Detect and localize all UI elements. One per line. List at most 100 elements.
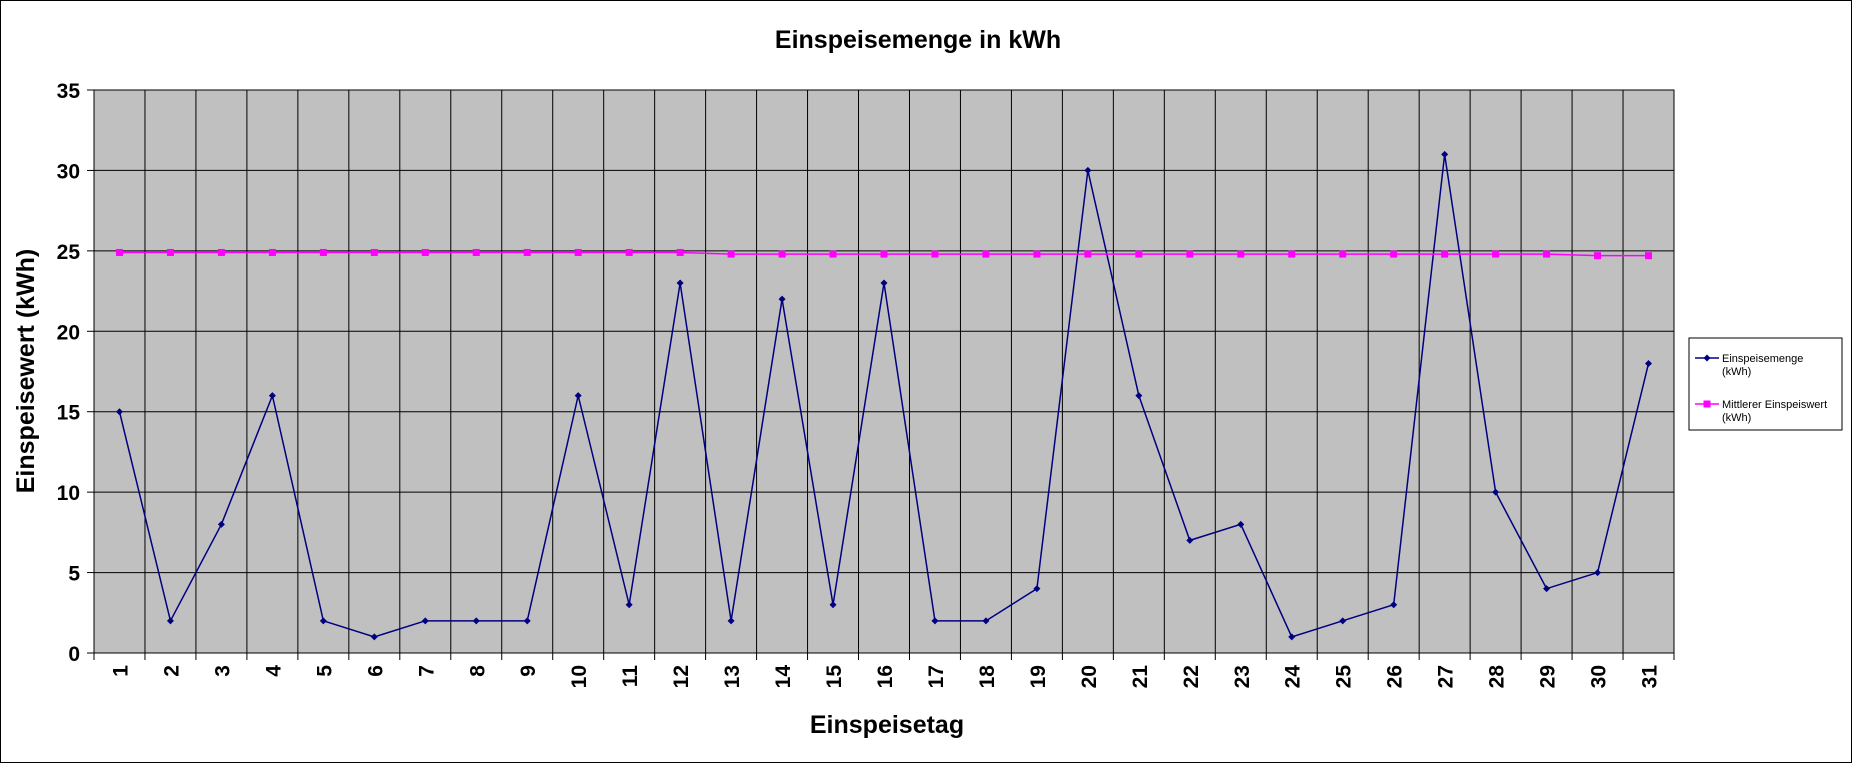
legend-marker <box>1703 354 1711 362</box>
data-point <box>1135 250 1143 258</box>
data-point <box>676 248 684 256</box>
data-point <box>217 520 225 528</box>
data-point <box>1441 250 1449 258</box>
x-tick-label: 1 <box>109 665 132 677</box>
x-tick-label: 15 <box>823 665 846 689</box>
x-tick-label: 24 <box>1282 665 1305 689</box>
y-axis-ticks: 0 5 10 15 20 25 30 35 <box>57 80 94 666</box>
y-tick-label: 30 <box>57 160 80 183</box>
data-point <box>268 392 276 400</box>
x-tick-label: 8 <box>466 665 489 677</box>
data-point <box>421 617 429 625</box>
x-tick-label: 23 <box>1231 665 1254 688</box>
data-point <box>574 392 582 400</box>
data-point <box>472 617 480 625</box>
x-tick-label: 16 <box>874 665 897 688</box>
data-point <box>1441 150 1449 158</box>
x-tick-label: 29 <box>1537 665 1560 688</box>
data-point <box>574 248 582 256</box>
data-point <box>1543 250 1551 258</box>
x-tick-label: 21 <box>1129 665 1152 689</box>
data-point <box>1390 250 1398 258</box>
legend-label-line: (kWh) <box>1722 412 1751 424</box>
x-tick-label: 10 <box>568 665 591 688</box>
data-point <box>1186 250 1194 258</box>
data-point <box>1339 617 1347 625</box>
legend-label-line: Mittlerer Einspeiswert <box>1722 399 1827 411</box>
data-point <box>268 248 276 256</box>
data-point <box>115 248 123 256</box>
legend-label: Mittlerer Einspeiswert (kWh) <box>1722 399 1827 424</box>
x-tick-label: 5 <box>313 665 336 677</box>
data-point <box>166 617 174 625</box>
data-point <box>1237 520 1245 528</box>
y-tick-label: 20 <box>57 321 80 344</box>
data-point <box>982 250 990 258</box>
data-point <box>727 250 735 258</box>
legend-entries: Einspeisemenge (kWh) Mittlerer Einspeiswer… <box>1695 353 1827 424</box>
y-tick-label: 0 <box>68 643 80 666</box>
data-point <box>829 601 837 609</box>
x-tick-label: 27 <box>1435 665 1458 688</box>
data-point <box>523 248 531 256</box>
data-point <box>1084 166 1092 174</box>
data-point <box>1492 250 1500 258</box>
data-point <box>1033 250 1041 258</box>
data-point <box>931 250 939 258</box>
data-point <box>1237 250 1245 258</box>
data-point <box>1186 536 1194 544</box>
data-point <box>319 617 327 625</box>
data-point <box>370 633 378 641</box>
legend-box <box>1688 337 1843 431</box>
x-tick-label: 7 <box>415 665 438 677</box>
data-point <box>523 617 531 625</box>
data-point <box>778 295 786 303</box>
data-point <box>1084 250 1092 258</box>
data-point <box>421 248 429 256</box>
chart-title: Einspeisemenge in kWh <box>775 26 1061 54</box>
data-point <box>1492 488 1500 496</box>
data-point <box>676 279 684 287</box>
x-axis-label: Einspeisetag <box>810 711 964 739</box>
x-tick-label: 14 <box>772 665 795 689</box>
y-axis-label: Einspeisewert (kWh) <box>12 249 40 494</box>
data-point <box>166 248 174 256</box>
y-tick-label: 15 <box>57 402 81 425</box>
plot-area <box>93 89 1675 654</box>
data-point <box>370 248 378 256</box>
data-point <box>1543 585 1551 593</box>
data-point <box>1594 569 1602 577</box>
y-tick-label: 5 <box>68 563 80 586</box>
x-tick-label: 9 <box>517 665 540 677</box>
x-tick-label: 19 <box>1027 665 1050 688</box>
data-point <box>1645 252 1653 260</box>
x-tick-label: 4 <box>262 665 285 677</box>
y-tick-label: 25 <box>57 241 81 264</box>
x-tick-label: 17 <box>925 665 948 688</box>
x-tick-label: 6 <box>364 665 387 677</box>
data-point <box>880 250 888 258</box>
gridlines <box>94 90 1674 653</box>
data-point <box>217 248 225 256</box>
x-axis-ticks: 1 2 3 4 5 6 7 8 9 10 11 12 13 14 15 16 17 18 19 20 21 22 23 24 2… <box>93 653 1675 689</box>
data-point <box>625 248 633 256</box>
x-tick-label: 3 <box>211 665 234 677</box>
data-point <box>727 617 735 625</box>
data-point <box>829 250 837 258</box>
x-tick-label: 2 <box>160 665 183 677</box>
x-tick-label: 13 <box>721 665 744 688</box>
y-tick-label: 10 <box>57 482 80 505</box>
series-layer <box>115 150 1653 641</box>
data-point <box>1339 250 1347 258</box>
data-point <box>1645 359 1653 367</box>
data-point <box>472 248 480 256</box>
data-point <box>1135 392 1143 400</box>
legend-label: Einspeisemenge (kWh) <box>1722 353 1803 378</box>
x-tick-label: 20 <box>1078 665 1101 688</box>
legend-marker <box>1703 400 1711 408</box>
data-point <box>931 617 939 625</box>
x-tick-label: 22 <box>1180 665 1203 688</box>
x-tick-label: 25 <box>1333 665 1356 689</box>
data-point <box>1033 585 1041 593</box>
